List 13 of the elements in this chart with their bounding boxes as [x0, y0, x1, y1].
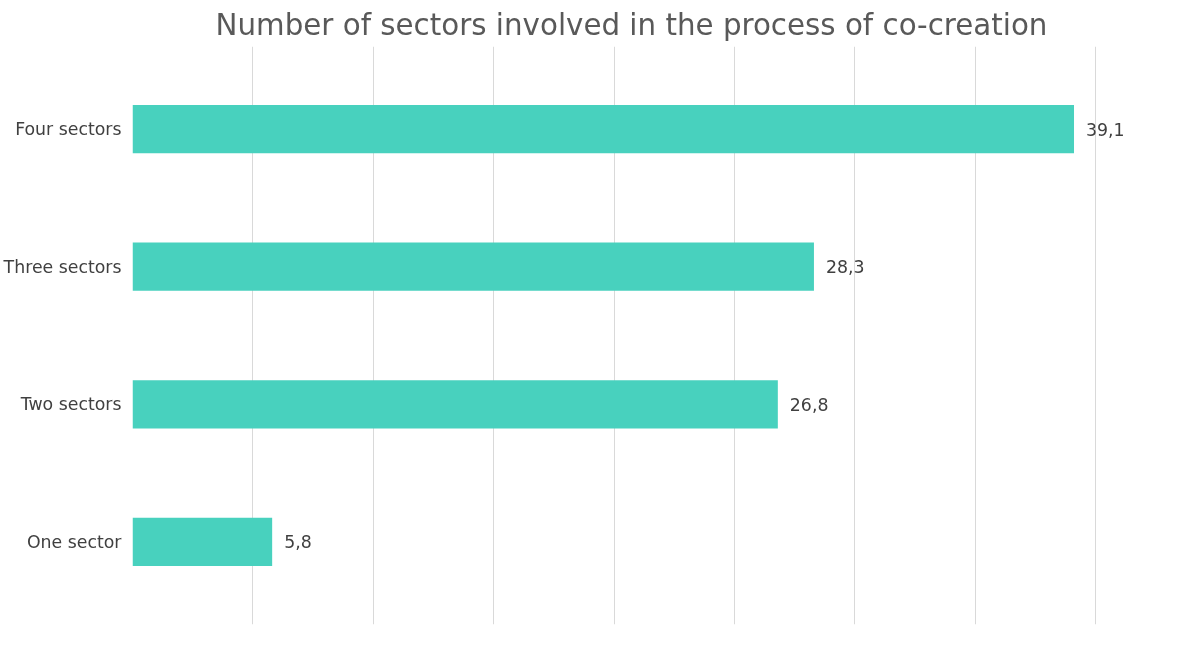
data-label: 26,8 [789, 394, 829, 415]
bar [132, 517, 273, 567]
bar [132, 104, 1075, 154]
y-tick-label: Two sectors [19, 394, 122, 415]
bar [132, 380, 778, 429]
chart-title: Number of sectors involved in the process of co-creation [215, 7, 1048, 42]
data-label: 39,1 [1086, 119, 1125, 140]
y-tick-label: One sector [26, 531, 123, 552]
y-tick-label: Three sectors [2, 256, 122, 277]
data-label: 5,8 [284, 532, 312, 553]
y-tick-label: Four sectors [15, 119, 122, 140]
data-label: 28,3 [825, 257, 865, 278]
bar [132, 242, 814, 291]
